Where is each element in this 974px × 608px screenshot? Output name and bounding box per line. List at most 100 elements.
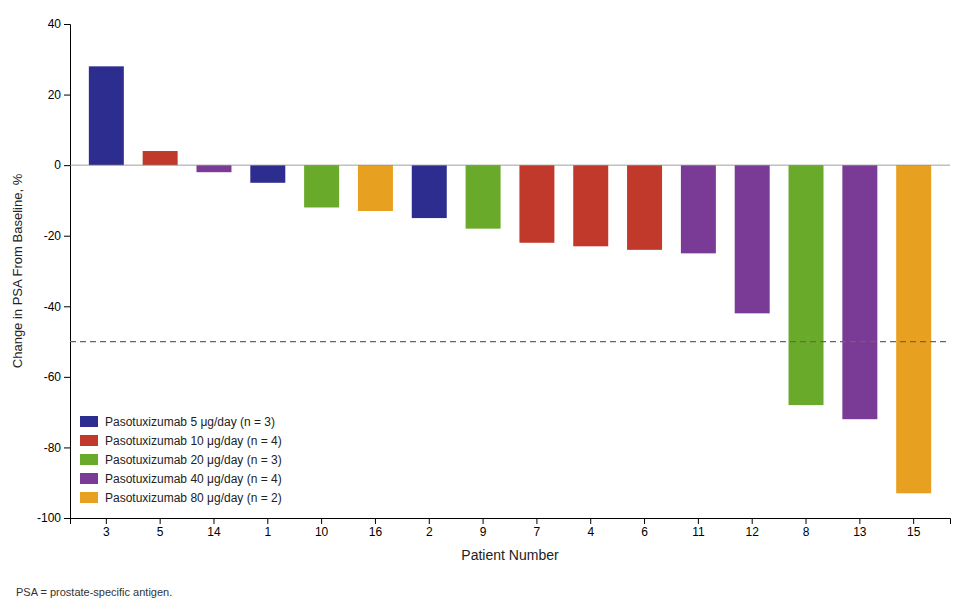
- x-axis-line: [71, 519, 951, 525]
- x-tick: 10: [315, 518, 329, 539]
- bar: [250, 165, 285, 183]
- x-tick-mark: [375, 518, 376, 524]
- x-tick-mark: [267, 518, 268, 524]
- y-tick: -40: [44, 300, 70, 314]
- x-tick-label: 2: [426, 525, 433, 539]
- y-tick: 0: [54, 158, 70, 172]
- y-axis: -100 -80 -60 -40 -20 0 20 40: [37, 17, 71, 525]
- chart: -100-80-60-40-20020403514110162974611128…: [0, 0, 974, 608]
- y-axis-title: Change in PSA From Baseline, %: [10, 173, 25, 368]
- bar: [196, 165, 231, 172]
- x-tick-mark: [160, 518, 161, 524]
- x-tick: 3: [103, 518, 110, 539]
- x-tick: 15: [907, 518, 921, 539]
- x-tick: 13: [853, 518, 867, 539]
- y-tick-mark: [64, 165, 70, 166]
- legend-swatch: [80, 473, 98, 484]
- y-tick-mark: [64, 518, 70, 519]
- bar: [412, 165, 447, 218]
- bar: [842, 165, 877, 419]
- x-tick-mark: [913, 518, 914, 524]
- zero-line: [70, 165, 950, 166]
- legend-item: Pasotuxizumab 10 μg/day (n = 4): [80, 434, 282, 448]
- x-tick-label: 3: [103, 525, 110, 539]
- legend-swatch: [80, 492, 98, 503]
- y-tick: -100: [37, 511, 70, 525]
- legend-item: Pasotuxizumab 20 μg/day (n = 3): [80, 453, 282, 467]
- x-tick-mark: [698, 518, 699, 524]
- x-tick-mark: [752, 518, 753, 524]
- x-tick-mark: [213, 518, 214, 524]
- x-tick-label: 11: [692, 525, 705, 539]
- x-tick-label: 15: [907, 525, 921, 539]
- bar: [627, 165, 662, 250]
- x-tick-label: 9: [480, 525, 487, 539]
- bar: [143, 151, 178, 165]
- legend-item: Pasotuxizumab 80 μg/day (n = 2): [80, 491, 282, 505]
- y-tick-mark: [64, 95, 70, 96]
- legend-swatch: [80, 435, 98, 446]
- x-tick: 5: [157, 518, 164, 539]
- y-tick-label: 0: [54, 158, 61, 172]
- bar: [681, 165, 716, 253]
- x-tick-mark: [644, 518, 645, 524]
- legend-label: Pasotuxizumab 5 μg/day (n = 3): [105, 415, 275, 429]
- bar: [735, 165, 770, 313]
- x-tick: 7: [534, 518, 541, 539]
- y-tick-label: -60: [44, 370, 62, 384]
- x-tick-mark: [321, 518, 322, 524]
- x-tick-label: 7: [534, 525, 541, 539]
- x-tick: 12: [746, 518, 760, 539]
- x-tick: 11: [692, 518, 705, 539]
- bar: [573, 165, 608, 246]
- x-tick-label: 13: [853, 525, 867, 539]
- x-tick-label: 8: [803, 525, 810, 539]
- legend-swatch: [80, 454, 98, 465]
- y-tick: -80: [44, 441, 70, 455]
- x-tick-label: 14: [207, 525, 221, 539]
- plot-area: -100-80-60-40-20020403514110162974611128…: [37, 17, 951, 538]
- legend-label: Pasotuxizumab 20 μg/day (n = 3): [105, 453, 282, 467]
- y-tick-mark: [64, 24, 70, 25]
- x-tick: 9: [480, 518, 487, 539]
- bar: [358, 165, 393, 211]
- x-tick-mark: [536, 518, 537, 524]
- legend-label: Pasotuxizumab 40 μg/day (n = 4): [105, 472, 282, 486]
- x-tick-mark: [429, 518, 430, 524]
- x-tick-label: 12: [746, 525, 760, 539]
- marks: [70, 66, 950, 493]
- bar: [466, 165, 501, 229]
- x-axis: 35141101629746111281315: [71, 518, 951, 539]
- x-tick-label: 10: [315, 525, 329, 539]
- x-tick-label: 16: [369, 525, 383, 539]
- legend: Pasotuxizumab 5 μg/day (n = 3) Pasotuxizu…: [80, 415, 282, 505]
- y-tick-label: -20: [44, 229, 62, 243]
- x-tick-mark: [106, 518, 107, 524]
- footnote: PSA = prostate-specific antigen.: [16, 586, 172, 598]
- x-tick-label: 1: [264, 525, 271, 539]
- y-axis-line: [64, 25, 71, 519]
- legend-label: Pasotuxizumab 80 μg/day (n = 2): [105, 491, 282, 505]
- bar: [789, 165, 824, 405]
- x-tick: 14: [207, 518, 221, 539]
- x-tick: 16: [369, 518, 383, 539]
- x-tick-mark: [859, 518, 860, 524]
- legend-item: Pasotuxizumab 40 μg/day (n = 4): [80, 472, 282, 486]
- y-tick-mark: [64, 377, 70, 378]
- bar: [304, 165, 339, 207]
- legend-swatch: [80, 416, 98, 427]
- x-tick: 1: [264, 518, 271, 539]
- y-tick-mark: [64, 447, 70, 448]
- y-tick-label: 20: [48, 88, 62, 102]
- x-tick: 8: [803, 518, 810, 539]
- bar: [519, 165, 554, 243]
- y-tick-mark: [64, 236, 70, 237]
- x-axis-title: Patient Number: [461, 547, 559, 563]
- legend-label: Pasotuxizumab 10 μg/day (n = 4): [105, 434, 282, 448]
- bar: [896, 165, 931, 493]
- x-tick-mark: [483, 518, 484, 524]
- x-tick-label: 6: [641, 525, 648, 539]
- bar: [89, 66, 124, 165]
- y-tick: -20: [44, 229, 70, 243]
- y-tick: 40: [48, 17, 70, 31]
